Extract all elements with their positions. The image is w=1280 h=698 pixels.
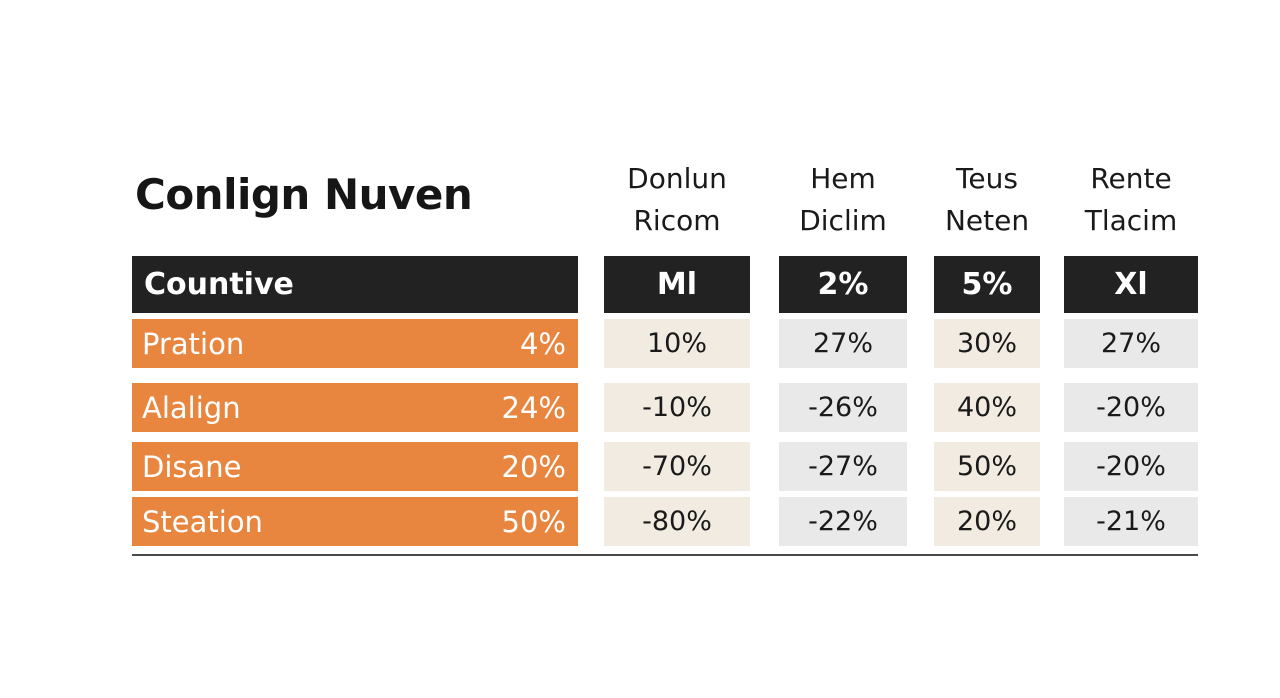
table-cell: -10% [604, 383, 750, 432]
table-cell: -20% [1064, 442, 1198, 491]
table-cell: 27% [779, 319, 907, 368]
column-header-value-4: Xl [1064, 256, 1198, 313]
row-label-value: 24% [501, 390, 566, 425]
column-heading-line: Teus [956, 162, 1018, 195]
table-cell: -21% [1064, 497, 1198, 546]
column-heading-line: Neten [944, 204, 1030, 237]
column-heading-line: Tlacim [1084, 204, 1178, 237]
table-cell: -22% [779, 497, 907, 546]
table-cell: -20% [1064, 383, 1198, 432]
column-heading-line: Rente [1090, 162, 1172, 195]
row-label-text: Steation [142, 504, 263, 539]
table-cell: -27% [779, 442, 907, 491]
column-header-value-3: 5% [934, 256, 1040, 313]
row-label-value: 4% [519, 326, 566, 361]
row-label-value: 50% [501, 504, 566, 539]
column-heading-line: Ricom [633, 204, 721, 237]
table-row-label: Disane 20% [132, 442, 578, 491]
table-cell: 27% [1064, 319, 1198, 368]
table-cell: -26% [779, 383, 907, 432]
column-header-value-2: 2% [779, 256, 907, 313]
table-cell: 30% [934, 319, 1040, 368]
row-label-text: Alalign [142, 390, 241, 425]
column-heading-1: Donlun Ricom [604, 155, 750, 245]
table-cell: 10% [604, 319, 750, 368]
row-label-value: 20% [501, 449, 566, 484]
column-heading-2: Hem Diclim [779, 155, 907, 245]
table-cell: 20% [934, 497, 1040, 546]
table-cell: -70% [604, 442, 750, 491]
row-label-text: Pration [142, 326, 245, 361]
table-row-label: Pration 4% [132, 319, 578, 368]
chart-title: Conlign Nuven [135, 170, 473, 219]
column-heading-line: Hem [810, 162, 876, 195]
table-baseline [132, 554, 1198, 556]
table-row-label: Alalign 24% [132, 383, 578, 432]
row-label-text: Disane [142, 449, 242, 484]
column-heading-4: Rente Tlacim [1064, 155, 1198, 245]
table-cell: -80% [604, 497, 750, 546]
table-cell: 50% [934, 442, 1040, 491]
table-cell: 40% [934, 383, 1040, 432]
column-heading-line: Donlun [627, 162, 727, 195]
column-heading-line: Diclim [799, 204, 887, 237]
row-header: Countive [132, 256, 578, 313]
column-header-value-1: Ml [604, 256, 750, 313]
table-row-label: Steation 50% [132, 497, 578, 546]
column-heading-3: Teus Neten [934, 155, 1040, 245]
